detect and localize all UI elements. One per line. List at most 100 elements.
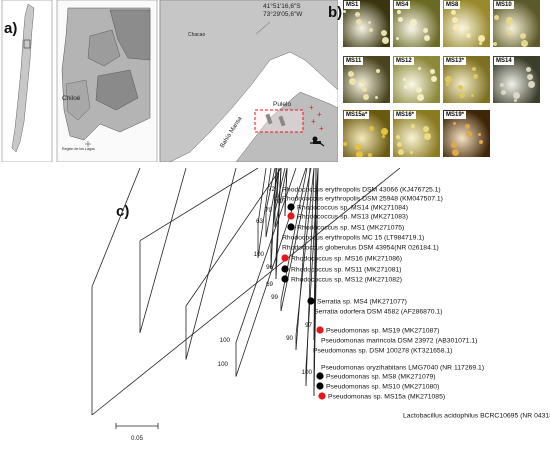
- colony: [343, 10, 346, 13]
- colony: [376, 69, 380, 73]
- colony: [356, 151, 363, 157]
- bootstrap-value: 69: [266, 281, 273, 288]
- black-marker: [287, 223, 295, 231]
- colony: [361, 80, 365, 84]
- north-arrow-icon: [85, 141, 91, 147]
- colony: [508, 31, 512, 35]
- isolate-photo: MS14: [493, 56, 540, 103]
- colony: [458, 85, 463, 90]
- leaf-label: Rhodococcus sp. MS14 (MK271084): [297, 204, 408, 211]
- isolate-label: MS8: [444, 1, 461, 9]
- colony: [398, 17, 403, 22]
- isolate-photo-grid: MS1 MS4 MS8 MS10 MS11 MS12 MS13* MS14 MS15a* MS16…: [343, 0, 550, 164]
- colony: [431, 76, 437, 82]
- tree-branch: [91, 167, 141, 287]
- black-marker: [287, 203, 295, 211]
- tree-branch: [274, 167, 288, 228]
- colony: [479, 140, 483, 144]
- bootstrap-value: 97: [305, 322, 312, 329]
- colony: [411, 26, 414, 29]
- colony: [526, 67, 531, 72]
- colony: [398, 149, 404, 155]
- bootstrap-value: 99: [271, 294, 278, 301]
- colony: [459, 92, 465, 98]
- svg-text:+: +: [311, 117, 316, 126]
- colony: [507, 24, 510, 27]
- colony: [397, 10, 401, 14]
- leaf-label: Serratia sp. MS4 (MK271077): [317, 298, 407, 305]
- svg-text:+: +: [309, 103, 314, 112]
- colony: [452, 149, 459, 156]
- leaf-label: Pseudomonas marincola DSM 23972 (AB30107…: [321, 337, 477, 344]
- colony: [356, 19, 362, 25]
- colony: [521, 40, 528, 47]
- leaf-label: Rhodococcus sp. MS11 (MK271081): [291, 266, 402, 273]
- leaf-label: Rhodococcus globerulus DSM 43954(NR 0261…: [282, 244, 439, 251]
- region-label: Región de los Lagos: [62, 147, 95, 151]
- svg-text:+: +: [317, 110, 322, 119]
- isolate-photo: MS16*: [393, 110, 440, 157]
- colony: [368, 21, 371, 24]
- colony: [451, 142, 457, 148]
- black-marker: [281, 265, 289, 273]
- farm-cage: [265, 113, 273, 125]
- colony: [417, 94, 424, 101]
- isolate-photo: MS4: [393, 0, 440, 47]
- colony: [423, 126, 429, 132]
- colony: [465, 26, 469, 30]
- bootstrap-value: 63: [256, 218, 263, 225]
- sampling-area-box: [254, 109, 304, 133]
- coord-lat: 41°51'16,6"S: [263, 2, 301, 10]
- isolate-photo: MS15a*: [343, 110, 390, 157]
- leaf-label: Pseudomonas sp. MS8 (MK271079): [326, 373, 436, 380]
- tree-branch: [275, 167, 282, 280]
- colony: [381, 30, 387, 36]
- isolate-photo: MS19*: [443, 110, 490, 157]
- pulelo-label: Pulelo: [273, 101, 291, 108]
- colony: [479, 42, 482, 45]
- black-marker: [307, 297, 315, 305]
- diver-icon: [310, 136, 325, 147]
- colony: [494, 15, 499, 20]
- phylogenetic-tree: Rhodococcus erythropolis DSM 43066 (KJ47…: [0, 167, 550, 446]
- bootstrap-value: 99: [276, 198, 283, 205]
- isolate-label: MS16*: [394, 111, 417, 119]
- isolate-photo: MS11: [343, 56, 390, 103]
- colony: [348, 71, 354, 77]
- colony: [520, 33, 526, 39]
- leaf-label: Rhodococcus erythropolis DSM 43066 (KJ47…: [282, 186, 441, 193]
- colony: [416, 87, 422, 93]
- colony: [501, 90, 506, 95]
- tree-branch: [185, 167, 282, 307]
- tree-branch: [91, 167, 401, 416]
- chile-outline: [11, 3, 35, 153]
- svg-text:+: +: [319, 124, 324, 133]
- colony: [403, 78, 406, 81]
- colony: [466, 33, 471, 38]
- region-district-b: [87, 29, 121, 67]
- colony: [453, 122, 456, 125]
- inset-marker: [23, 39, 31, 49]
- red-marker: [287, 212, 295, 220]
- leaf-label: Rhodococcus erythropolis MC 15 (LT984719…: [282, 234, 424, 241]
- colony: [362, 87, 367, 92]
- colony: [355, 144, 361, 150]
- isolate-label: MS1: [344, 1, 361, 9]
- isolate-photo: MS1: [343, 0, 390, 47]
- colony: [453, 24, 460, 31]
- bootstrap-value: 100: [218, 361, 229, 368]
- coord-lon: 73°29'05,6"W: [263, 10, 303, 18]
- colony: [355, 12, 360, 17]
- colony: [368, 153, 372, 157]
- leaf-label: Pseudomonas sp. MS10 (MK271080): [326, 383, 439, 390]
- leaf-label: Lactobacillus acidophilus BCRC10695 (NR …: [403, 412, 550, 419]
- tree-branch: [284, 167, 288, 217]
- bootstrap-value: 96: [266, 264, 273, 271]
- colony: [424, 35, 430, 41]
- farm-cage: [278, 115, 286, 127]
- leaf-label: Pseudomonas sp. MS15a (MK271085): [328, 393, 445, 400]
- red-marker: [281, 254, 289, 262]
- colony: [465, 124, 470, 129]
- colony: [513, 92, 520, 99]
- colony: [411, 124, 415, 128]
